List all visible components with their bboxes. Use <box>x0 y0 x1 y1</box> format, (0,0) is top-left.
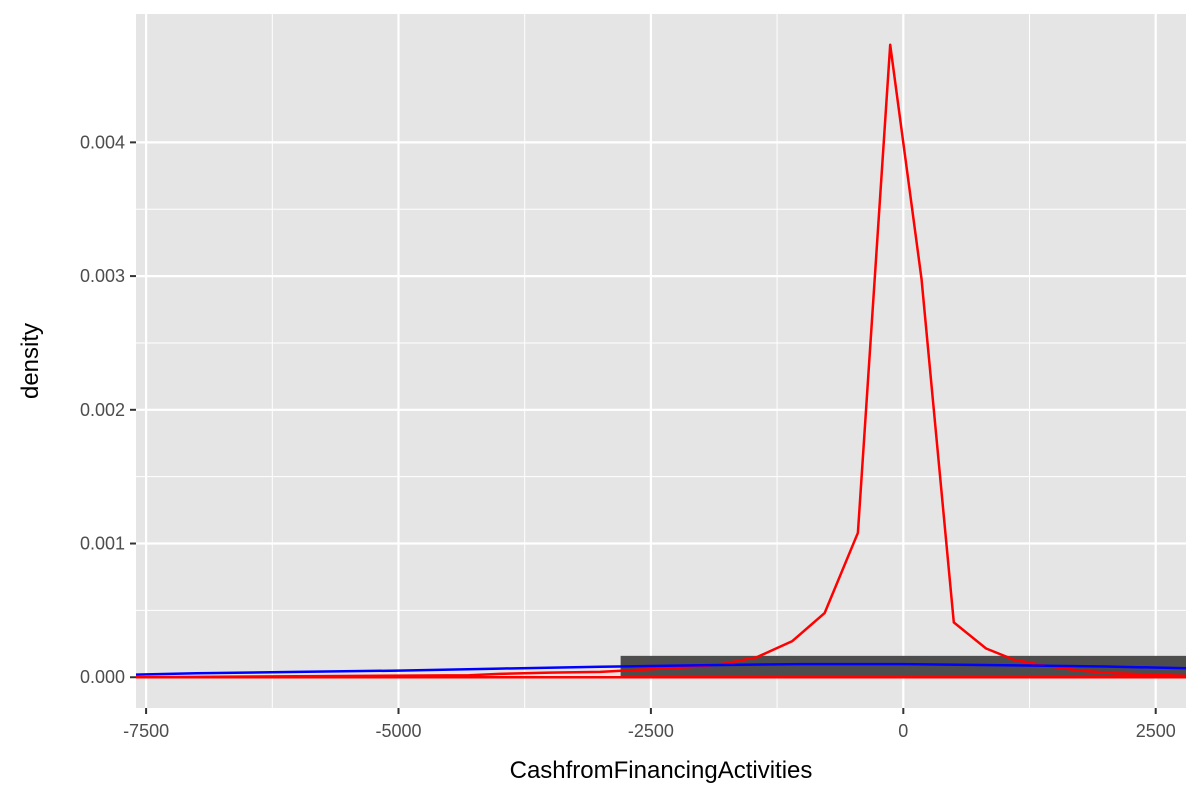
x-tick-label: -7500 <box>123 721 169 741</box>
y-tick-label: 0.002 <box>80 400 125 420</box>
x-tick-label: 0 <box>898 721 908 741</box>
x-tick-label: -5000 <box>375 721 421 741</box>
y-tick-label: 0.000 <box>80 667 125 687</box>
boxplot-rect <box>620 655 1186 678</box>
plot-panel <box>136 14 1186 708</box>
x-axis-title: CashfromFinancingActivities <box>510 757 813 784</box>
x-tick-label: -2500 <box>628 721 674 741</box>
axes: -7500 -5000 -2500 0 2500 0.000 0.001 0.002 0.003… <box>80 132 1176 741</box>
boxplot-layer <box>620 655 1186 678</box>
density-line-3 <box>135 662 1187 676</box>
y-tick-label: 0.004 <box>80 132 125 152</box>
y-tick-label: 0.003 <box>80 266 125 286</box>
series-lines <box>135 43 1187 679</box>
y-axis-title: density <box>17 323 44 399</box>
x-tick-label: 2500 <box>1136 721 1176 741</box>
y-tick-label: 0.001 <box>80 534 125 554</box>
density-line-1 <box>135 43 1187 679</box>
